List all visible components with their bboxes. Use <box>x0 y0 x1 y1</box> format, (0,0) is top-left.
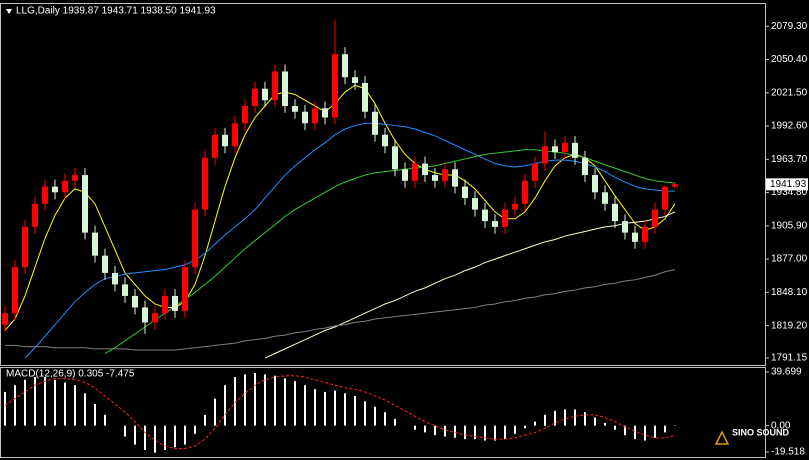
candle-body <box>362 82 368 112</box>
candle-body <box>622 221 628 233</box>
candle-body <box>572 142 578 158</box>
candle-body <box>632 232 638 242</box>
candle-body <box>182 267 188 311</box>
candle-body <box>442 169 448 181</box>
collapse-icon <box>6 9 12 14</box>
candle-body <box>282 71 288 106</box>
y-tick-label: 39.699 <box>771 367 802 378</box>
candle-body <box>12 267 18 314</box>
y-tick-label: 1848.10 <box>771 287 808 298</box>
candle-body <box>412 163 418 181</box>
candle-body <box>522 180 528 204</box>
y-tick-label: 0.00 <box>771 420 791 431</box>
candle-body <box>662 186 668 210</box>
price-title: LLG,Daily 1939.87 1943.71 1938.50 1941.9… <box>16 6 216 17</box>
logo-icon <box>714 430 730 445</box>
y-tick-label: 1791.15 <box>771 353 808 364</box>
candle-body <box>322 108 328 118</box>
candle-body <box>332 54 338 118</box>
indicator-line <box>5 268 676 351</box>
candle-body <box>132 295 138 308</box>
candle-body <box>382 134 388 147</box>
candle-body <box>32 203 38 227</box>
candle-body <box>92 232 98 256</box>
candle-body <box>562 142 568 153</box>
candle-body <box>472 198 478 210</box>
candle-body <box>152 313 158 323</box>
y-tick-label: -19.518 <box>771 447 805 458</box>
candle-body <box>302 111 308 124</box>
last-price-label: 1941.93 <box>770 179 807 190</box>
candle-body <box>432 175 438 181</box>
y-tick-label: 1877.00 <box>771 254 808 265</box>
candle-body <box>422 163 428 176</box>
candle-body <box>552 146 558 153</box>
y-tick-label: 1992.60 <box>771 121 808 132</box>
candle-body <box>462 186 468 199</box>
candle-body <box>492 221 498 227</box>
indicator-line <box>104 149 676 354</box>
candle-body <box>42 186 48 204</box>
macd-title: MACD(12,26,9) 0.305 -7.475 <box>6 369 135 380</box>
candle-body <box>122 284 128 296</box>
candle-body <box>342 54 348 78</box>
watermark: SINO SOUND <box>732 427 790 437</box>
indicator-line <box>264 211 676 359</box>
candle-body <box>232 123 238 147</box>
candle-body <box>172 295 178 311</box>
y-tick-label: 1819.20 <box>771 320 808 331</box>
candle-body <box>502 209 508 227</box>
candle-body <box>672 184 678 187</box>
candle-body <box>292 105 298 112</box>
indicator-line <box>4 84 676 331</box>
candle-body <box>312 108 318 124</box>
candle-body <box>532 163 538 181</box>
y-tick-label: 2021.50 <box>771 87 808 98</box>
candle-body <box>542 146 548 164</box>
candle-body <box>592 175 598 193</box>
candle-body <box>372 111 378 135</box>
price-panel-frame <box>0 3 766 366</box>
candle-body <box>652 209 658 227</box>
candle-body <box>402 169 408 181</box>
candle-body <box>252 88 258 106</box>
candle-body <box>162 295 168 314</box>
candle-body <box>222 134 228 147</box>
candle-body <box>612 203 618 222</box>
candle-body <box>352 77 358 83</box>
candle-body <box>212 134 218 158</box>
candle-body <box>262 88 268 101</box>
y-tick-label: 1963.70 <box>771 154 808 165</box>
candle-body <box>602 192 608 204</box>
last-price-box <box>766 178 808 191</box>
candle-body <box>482 209 488 222</box>
macd-panel-frame <box>0 367 766 458</box>
indicator-line <box>4 375 676 450</box>
y-tick-label: 1905.90 <box>771 220 808 231</box>
candle-body <box>112 272 118 285</box>
y-tick-label: 1934.80 <box>771 187 808 198</box>
candle-body <box>72 175 78 181</box>
indicator-line <box>24 122 675 359</box>
y-tick-label: 2050.40 <box>771 54 808 65</box>
candle-body <box>242 105 248 124</box>
candle-body <box>272 71 278 101</box>
candle-body <box>102 255 108 273</box>
candle-body <box>82 175 88 233</box>
y-tick-label: 2079.30 <box>771 21 808 32</box>
candle-body <box>22 226 28 268</box>
candle-body <box>2 313 8 325</box>
candle-body <box>142 307 148 323</box>
candle-body <box>202 157 208 210</box>
candle-body <box>642 226 648 242</box>
candle-body <box>512 203 518 210</box>
candle-body <box>192 209 198 268</box>
candle-body <box>392 146 398 170</box>
candle-body <box>62 180 68 193</box>
candle-body <box>52 186 58 193</box>
candle-body <box>452 169 458 187</box>
candle-body <box>582 157 588 176</box>
